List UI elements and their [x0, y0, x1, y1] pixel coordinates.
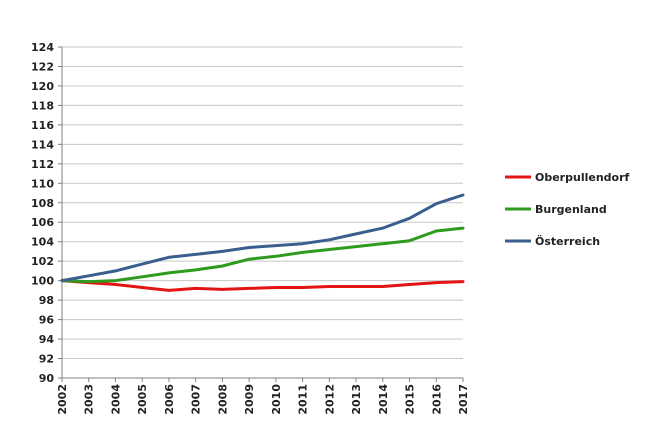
grid-lines [62, 46, 463, 360]
legend-item: Burgenland [505, 203, 607, 216]
y-tick-label: 100 [31, 275, 54, 288]
x-tick-label: 2006 [163, 384, 176, 415]
legend-label: Oberpullendorf [535, 171, 630, 184]
y-tick-label: 108 [31, 197, 54, 210]
series-line-burgenland [60, 226, 465, 284]
x-tick-label: 2014 [377, 384, 390, 415]
y-tick-label: 120 [31, 80, 54, 93]
x-tick-label: 2015 [404, 384, 417, 415]
x-tick-label: 2016 [430, 384, 443, 415]
y-tick-label: 96 [39, 314, 55, 327]
legend-label: Österreich [535, 234, 600, 248]
legend: Oberpullendorf Burgenland Österreich [505, 171, 630, 248]
y-tick-label: 92 [39, 353, 54, 366]
legend-item: Österreich [505, 234, 600, 248]
x-tick-label: 2011 [297, 384, 310, 415]
y-tick-label: 124 [31, 41, 54, 54]
x-tick-label: 2004 [109, 384, 122, 415]
x-tick-label: 2007 [190, 384, 203, 415]
y-tick-label: 94 [39, 333, 55, 346]
y-tick-label: 122 [31, 60, 54, 73]
x-tick-label: 2009 [243, 384, 256, 415]
x-tick-label: 2013 [350, 384, 363, 415]
x-tick-label: 2012 [323, 384, 336, 415]
y-tick-label: 114 [31, 138, 54, 151]
x-tick-label: 2008 [216, 384, 229, 415]
y-tick-labels: 90 92 94 96 98 100 102 104 106 108 110 112 114 116 118… [31, 41, 54, 385]
y-tick-label: 110 [31, 177, 54, 190]
series-line-oberpullendorf [60, 279, 465, 292]
y-tick-label: 90 [39, 372, 55, 385]
y-tick-label: 118 [31, 99, 54, 112]
axes [58, 46, 464, 382]
x-tick-label: 2017 [457, 384, 470, 415]
x-tick-label: 2002 [56, 384, 69, 415]
x-tick-label: 2010 [270, 384, 283, 415]
x-tick-labels: 2002 2003 2004 2005 2006 2007 2008 2009 2010 2011… [56, 384, 470, 415]
y-tick-label: 102 [31, 255, 54, 268]
y-tick-label: 104 [31, 236, 54, 249]
y-tick-label: 98 [39, 294, 54, 307]
legend-label: Burgenland [535, 203, 607, 216]
y-tick-label: 106 [31, 216, 54, 229]
series-line--sterreich [60, 193, 465, 283]
series-lines [60, 193, 465, 292]
legend-item: Oberpullendorf [505, 171, 630, 184]
y-tick-label: 116 [31, 119, 54, 132]
y-tick-label: 112 [31, 158, 54, 171]
x-tick-label: 2003 [83, 384, 96, 415]
x-tick-label: 2005 [136, 384, 149, 415]
